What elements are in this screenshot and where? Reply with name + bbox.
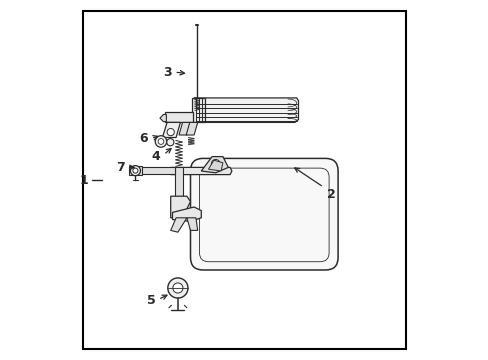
Text: 7: 7 <box>116 161 124 174</box>
Polygon shape <box>179 122 190 135</box>
Circle shape <box>133 168 138 173</box>
Text: 4: 4 <box>152 150 161 163</box>
Circle shape <box>167 129 174 136</box>
Circle shape <box>130 166 140 176</box>
Polygon shape <box>194 98 298 122</box>
Polygon shape <box>186 122 197 135</box>
FancyBboxPatch shape <box>190 158 337 270</box>
Circle shape <box>155 136 166 147</box>
Polygon shape <box>160 114 166 122</box>
Polygon shape <box>186 218 197 230</box>
Text: 3: 3 <box>163 66 171 78</box>
Text: 5: 5 <box>146 294 155 307</box>
Polygon shape <box>165 112 193 122</box>
Circle shape <box>172 283 183 293</box>
Text: 6: 6 <box>139 132 148 145</box>
Polygon shape <box>175 167 182 198</box>
Circle shape <box>167 278 187 298</box>
Polygon shape <box>140 167 175 174</box>
Text: 2: 2 <box>326 188 335 201</box>
Text: 1: 1 <box>80 174 88 186</box>
Polygon shape <box>170 218 186 232</box>
Circle shape <box>211 159 220 168</box>
Polygon shape <box>172 207 201 221</box>
Polygon shape <box>129 166 142 175</box>
Polygon shape <box>170 167 231 175</box>
Circle shape <box>158 139 163 144</box>
Polygon shape <box>170 196 190 218</box>
Polygon shape <box>192 98 204 122</box>
Circle shape <box>166 139 174 146</box>
Polygon shape <box>162 122 180 138</box>
Polygon shape <box>201 157 228 173</box>
Polygon shape <box>208 160 223 171</box>
